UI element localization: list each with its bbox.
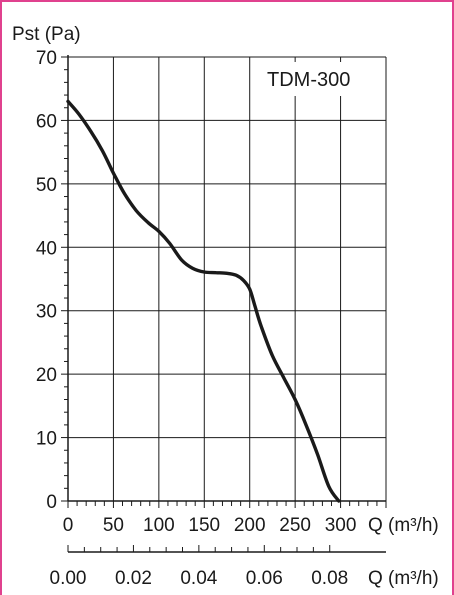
chart-title: TDM-300 bbox=[267, 69, 350, 91]
x-tick-label: 250 bbox=[279, 515, 311, 536]
y-tick-label: 40 bbox=[36, 238, 57, 259]
secondary-x-tick-label: 0.04 bbox=[180, 568, 217, 589]
x-tick-label: 50 bbox=[103, 515, 124, 536]
y-tick-label: 70 bbox=[36, 48, 57, 69]
x-axis-label: Q (m³/h) bbox=[368, 515, 439, 536]
y-tick-label: 60 bbox=[36, 111, 57, 132]
y-tick-label: 50 bbox=[36, 175, 57, 196]
x-tick-label: 0 bbox=[63, 515, 74, 536]
figure-border-left bbox=[0, 0, 2, 595]
y-tick-label: 30 bbox=[36, 302, 57, 323]
title-box bbox=[258, 62, 370, 96]
grid-layer bbox=[68, 56, 387, 501]
x-tick-label: 300 bbox=[325, 515, 357, 536]
secondary-x-tick-label: 0.00 bbox=[50, 568, 87, 589]
y-tick-label: 10 bbox=[36, 429, 57, 450]
secondary-x-axis-label: Q (m³/h) bbox=[368, 568, 439, 589]
x-tick-label: 150 bbox=[188, 515, 220, 536]
y-tick-label: 20 bbox=[36, 365, 57, 386]
y-tick-label: 0 bbox=[46, 492, 57, 513]
secondary-x-tick-label: 0.06 bbox=[246, 568, 283, 589]
figure-border-top bbox=[0, 0, 454, 2]
y-axis-label: Pst (Pa) bbox=[12, 24, 81, 45]
x-tick-label: 200 bbox=[234, 515, 266, 536]
pressure-flow-curve bbox=[66, 99, 341, 503]
axis-layer: 0 10 20 30 40 50 60 70 0 50 100 150 200 250 300 0.00 0.0… bbox=[36, 48, 387, 589]
secondary-x-tick-label: 0.08 bbox=[311, 568, 348, 589]
figure-border-right bbox=[452, 0, 454, 595]
secondary-x-tick-label: 0.02 bbox=[115, 568, 152, 589]
x-tick-label: 100 bbox=[143, 515, 175, 536]
